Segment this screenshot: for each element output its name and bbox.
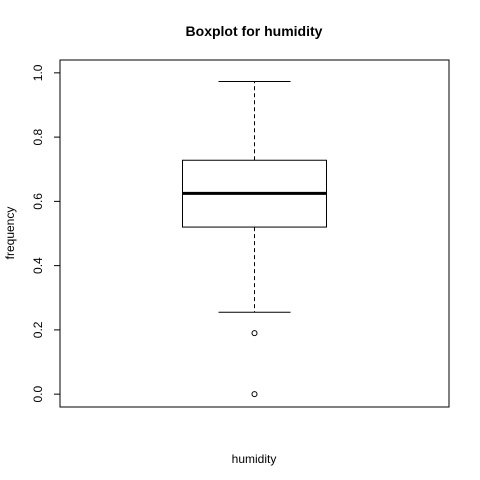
y-tick-label: 0.2 [31,321,45,338]
y-tick-label: 1.0 [31,64,45,81]
y-tick-label: 0.0 [31,385,45,402]
x-axis-label: humidity [232,452,277,466]
outlier-point [251,330,258,337]
chart-title: Boxplot for humidity [186,23,323,39]
y-axis: 0.0 0.2 0.4 0.6 0.8 1.0 [31,64,60,402]
y-axis-label: frequency [3,207,17,260]
y-tick-label: 0.4 [31,257,45,274]
y-tick-label: 0.6 [31,193,45,210]
plot-frame [59,59,450,408]
y-tick-label: 0.8 [31,128,45,145]
box-group [182,81,327,398]
outlier-point [251,391,258,398]
